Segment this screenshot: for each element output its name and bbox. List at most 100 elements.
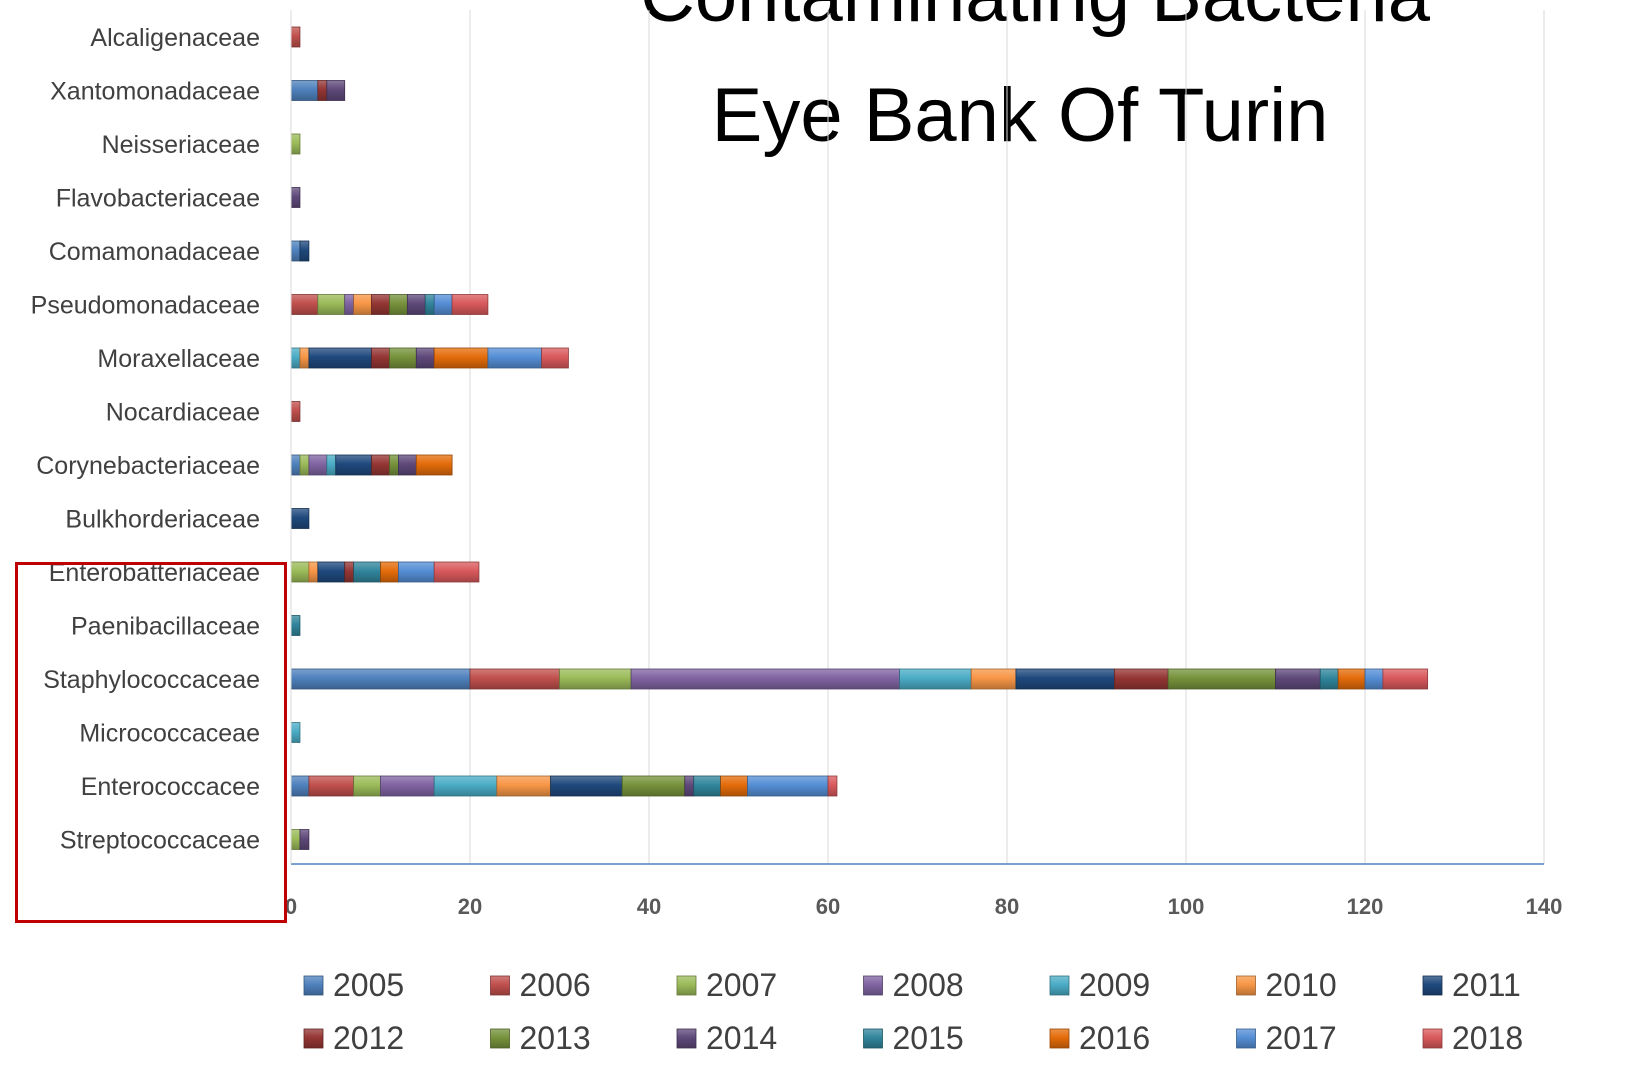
bar-segment xyxy=(308,454,328,476)
bar-segment xyxy=(487,347,542,369)
x-tick-label: 140 xyxy=(1526,894,1563,919)
bar-segment xyxy=(353,775,381,797)
bar-segment xyxy=(1319,668,1339,690)
bar-segment xyxy=(433,347,489,369)
bar-segment xyxy=(550,775,623,797)
bar-segment xyxy=(299,240,310,262)
bar-segment xyxy=(290,829,301,850)
bar-segment xyxy=(747,775,829,797)
bar-segment xyxy=(290,561,310,583)
legend-label: 2005 xyxy=(333,967,404,1003)
bar-segment xyxy=(290,80,319,101)
category-label: Comamonadaceae xyxy=(49,238,260,266)
bar-segment xyxy=(290,133,301,155)
bar-segment xyxy=(899,668,972,690)
bar-segment xyxy=(621,775,686,797)
category-label: Paenibacillaceae xyxy=(71,613,260,641)
category-label: Bulkhorderiaceae xyxy=(65,506,260,534)
category-label: Neisseriaceae xyxy=(102,131,260,159)
bar-segment xyxy=(290,187,301,208)
bar-segment xyxy=(1337,668,1366,690)
bar-segment xyxy=(397,561,435,583)
bar-segment xyxy=(433,561,480,583)
bar-segment xyxy=(335,454,372,476)
legend-swatch xyxy=(303,975,324,996)
legend-swatch xyxy=(1049,1028,1070,1049)
bar-segment xyxy=(1114,668,1169,690)
legend-swatch xyxy=(1236,1028,1256,1049)
legend-swatch xyxy=(676,1028,697,1049)
bar-segment xyxy=(397,454,417,476)
x-tick-label: 20 xyxy=(458,894,482,919)
legend: 2005 2006 2007 2008 2009 2010 2011 2012 2013 2014… xyxy=(303,967,1523,1056)
bar-segment xyxy=(371,454,390,476)
bar-segment xyxy=(326,80,346,101)
legend-swatch xyxy=(1049,975,1070,996)
bar-segment xyxy=(308,561,319,583)
bar-segment xyxy=(290,26,301,48)
legend-label: 2014 xyxy=(706,1020,777,1056)
bar-segment xyxy=(371,294,390,315)
category-label: Corynebacteriaceae xyxy=(36,452,260,480)
bar-segment xyxy=(299,454,310,476)
x-tick-label: 0 xyxy=(285,894,297,919)
bar-segment xyxy=(290,615,301,636)
bar-segment xyxy=(353,561,381,583)
category-label: Xantomonadaceae xyxy=(50,78,260,106)
bar-segment xyxy=(317,294,346,315)
legend-swatch xyxy=(863,975,883,996)
category-label: Pseudomonadaceae xyxy=(31,292,260,320)
bar-segment xyxy=(389,347,417,369)
legend-label: 2012 xyxy=(333,1020,404,1056)
bar-segment xyxy=(496,775,551,797)
bar-segment xyxy=(380,561,399,583)
bar-segment xyxy=(559,668,632,690)
x-tick-label: 60 xyxy=(816,894,840,919)
highlight-box xyxy=(15,562,287,923)
legend-label: 2006 xyxy=(520,967,591,1003)
bar-segment xyxy=(684,775,695,797)
x-tick-label: 40 xyxy=(637,894,661,919)
legend-label: 2011 xyxy=(1452,967,1521,1003)
bar-segment xyxy=(326,454,337,476)
legend-label: 2015 xyxy=(893,1020,964,1056)
bar-segment xyxy=(308,347,372,369)
legend-swatch xyxy=(1422,975,1443,996)
legend-swatch xyxy=(1236,975,1256,996)
bar-segment xyxy=(970,668,1017,690)
legend-label: 2009 xyxy=(1079,967,1150,1003)
legend-label: 2017 xyxy=(1266,1020,1337,1056)
bar-segment xyxy=(290,668,471,690)
legend-label: 2010 xyxy=(1266,967,1337,1003)
bar-segment xyxy=(389,294,408,315)
bar-segment xyxy=(290,401,301,422)
category-label: Staphylococcaceae xyxy=(43,666,260,694)
bar-segment xyxy=(380,775,435,797)
bar-segment xyxy=(415,454,453,476)
bar-segment xyxy=(451,294,489,315)
bar-segment xyxy=(469,668,560,690)
bar-segment xyxy=(290,722,301,743)
category-label: Enterococcacee xyxy=(81,773,260,801)
bar-segment xyxy=(1382,668,1429,690)
bar-segment xyxy=(1167,668,1276,690)
legend-swatch xyxy=(863,1028,883,1049)
bar-segment xyxy=(389,454,399,476)
legend-swatch xyxy=(303,1028,324,1049)
bar-segment xyxy=(1364,668,1384,690)
bar-segment xyxy=(299,347,310,369)
bar-segment xyxy=(541,347,569,369)
bar-segment xyxy=(371,347,390,369)
chart-title-line-2: Eye Bank Of Turin xyxy=(711,73,1329,158)
x-tick-label: 120 xyxy=(1347,894,1384,919)
bar-segment xyxy=(433,294,453,315)
bar-segment xyxy=(827,775,838,797)
category-label: Alcaligenaceae xyxy=(90,24,260,52)
axes: 0 20 40 60 80 100 120 140 Alcaligenaceae Xantomon… xyxy=(31,10,1563,919)
bar-segment xyxy=(317,80,328,101)
category-label: Moraxellaceae xyxy=(97,345,260,373)
bar-segment xyxy=(406,294,426,315)
category-label: Micrococcaceae xyxy=(79,720,260,748)
bar-segment xyxy=(344,294,355,315)
